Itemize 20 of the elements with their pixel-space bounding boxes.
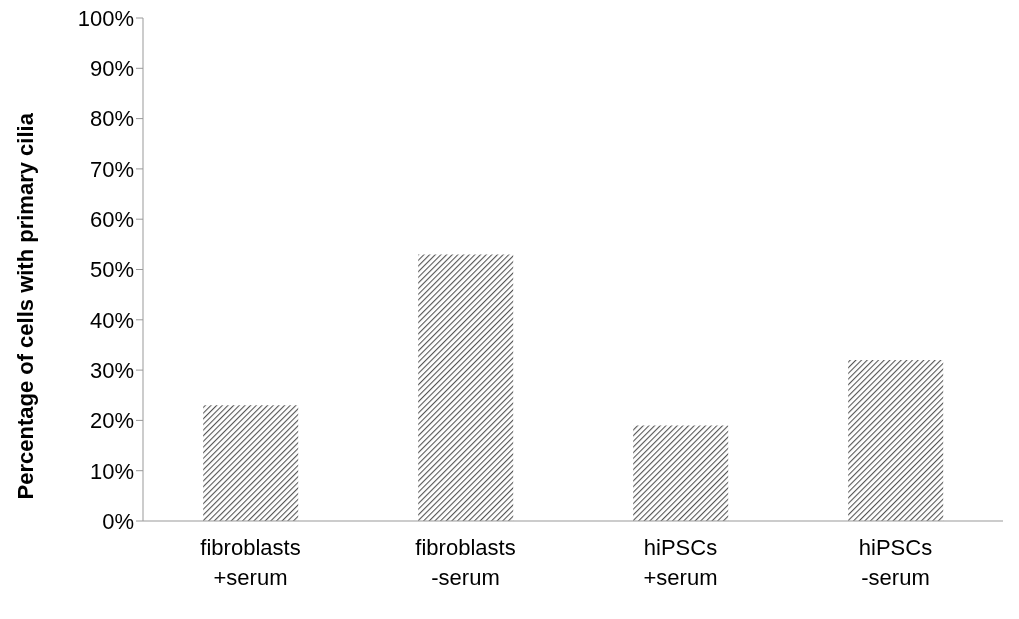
bar (418, 254, 514, 521)
y-tick-label: 0% (102, 508, 134, 534)
y-tick-label: 40% (89, 307, 134, 333)
y-axis-title: Percentage of cells with primary cilia (12, 112, 38, 500)
bar (633, 425, 729, 521)
y-tick-label: 10% (89, 458, 134, 484)
y-tick-label: 30% (89, 357, 134, 383)
x-tick-label: fibroblasts -serum (415, 535, 516, 590)
y-tick-label: 100% (77, 5, 134, 31)
x-tick-label: hiPSCs +serum (643, 535, 718, 590)
y-tick-label: 70% (89, 156, 134, 182)
x-tick-label: fibroblasts +serum (200, 535, 301, 590)
y-tick-label: 50% (89, 257, 134, 283)
bar (848, 360, 944, 521)
y-tick-label: 60% (89, 207, 134, 233)
bar (203, 405, 299, 521)
x-tick-label: hiPSCs -serum (858, 535, 933, 590)
y-tick-label: 20% (89, 408, 134, 434)
y-tick-label: 80% (89, 106, 134, 132)
y-tick-label: 90% (89, 56, 134, 82)
